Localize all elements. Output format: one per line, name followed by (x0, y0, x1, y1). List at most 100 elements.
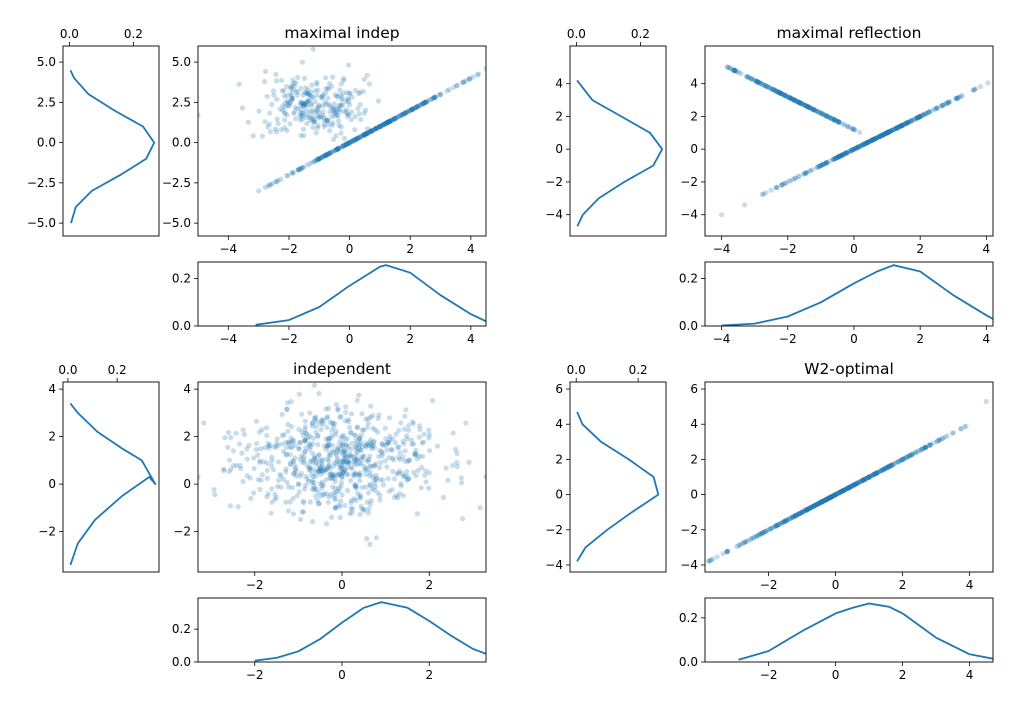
scatter-point (338, 92, 344, 98)
scatter-point (364, 536, 370, 542)
scatter-point (288, 439, 294, 445)
scatter-point (790, 96, 796, 102)
scatter-point (315, 156, 321, 162)
scatter-point (327, 452, 333, 458)
scatter-point (813, 108, 819, 114)
scatter-point (364, 130, 370, 136)
scatter-point (298, 516, 304, 523)
scatter-point (844, 486, 850, 492)
scatter-point (309, 471, 315, 478)
scatter-point (352, 483, 358, 489)
scatter-point (827, 494, 833, 501)
scatter-point (962, 424, 968, 430)
scatter-point (331, 490, 337, 496)
scatter-point (365, 416, 371, 422)
scatter-point (896, 124, 902, 130)
scatter-point (787, 95, 793, 101)
scatter-point (926, 109, 932, 115)
scatter-point (341, 143, 347, 149)
scatter-point (333, 505, 339, 511)
scatter-point (887, 128, 893, 134)
scatter-point (766, 84, 772, 91)
scatter-point (352, 461, 358, 467)
scatter-point (336, 145, 342, 151)
scatter-point (815, 164, 821, 170)
scatter-point (872, 136, 878, 142)
scatter-point (356, 436, 362, 442)
scatter-point (307, 458, 313, 464)
scatter-point (850, 147, 856, 153)
scatter-point (364, 130, 370, 137)
scatter-point (309, 450, 315, 456)
scatter-point (896, 124, 902, 130)
scatter-point (824, 113, 830, 119)
scatter-point (807, 505, 814, 511)
scatter-point (295, 167, 301, 173)
scatter-point (338, 472, 344, 478)
scatter-point (839, 152, 845, 158)
scatter-point (341, 469, 347, 475)
scatter-point (809, 106, 815, 112)
scatter-point (323, 446, 329, 452)
scatter-point (316, 501, 322, 507)
scatter-point (373, 535, 380, 541)
scatter-point (751, 534, 757, 541)
scatter-point (914, 115, 920, 121)
scatter-point (914, 115, 920, 121)
scatter-point (349, 466, 355, 472)
scatter-point (847, 484, 853, 490)
scatter-point (293, 89, 299, 95)
scatter-point (796, 511, 802, 517)
scatter-point (251, 490, 257, 496)
scatter-point (832, 117, 838, 123)
scatter-point (831, 492, 837, 499)
scatter-point (927, 442, 933, 448)
scatter-point (405, 459, 411, 465)
scatter-point (871, 471, 877, 477)
scatter-point (272, 126, 278, 132)
scatter-point (367, 541, 373, 548)
y-marginal-density: 0.0 0.2−5.0−2.50.02.55.0 (27, 27, 160, 237)
scatter-point (923, 444, 929, 450)
scatter-point (451, 84, 457, 90)
scatter-point (884, 465, 890, 471)
scatter-point (250, 133, 256, 139)
scatter-point (352, 87, 358, 93)
scatter-point (823, 160, 829, 166)
scatter-point (894, 125, 901, 131)
scatter-point (316, 156, 322, 162)
scatter-point (885, 129, 891, 135)
scatter-point (357, 134, 363, 140)
scatter-point (357, 492, 363, 498)
scatter-point (848, 484, 854, 490)
scatter-point (306, 92, 312, 98)
scatter-point (273, 178, 279, 185)
scatter-point (212, 492, 218, 498)
scatter-point (311, 483, 317, 489)
scatter-point (399, 112, 405, 118)
scatter-point (738, 541, 744, 548)
scatter-point (796, 99, 802, 105)
scatter-point (391, 494, 398, 501)
scatter-point (331, 495, 337, 501)
scatter-point (819, 111, 825, 117)
scatter-point (882, 466, 888, 472)
scatter-point (361, 507, 367, 514)
scatter-point (304, 121, 310, 127)
scatter-point (325, 414, 331, 420)
scatter-point (355, 490, 361, 496)
scatter-point (257, 459, 263, 465)
scatter-point (985, 80, 991, 86)
scatter-point (754, 533, 760, 539)
scatter-point (841, 487, 848, 493)
scatter-point (329, 122, 335, 128)
scatter-point (313, 469, 319, 475)
scatter-point (832, 155, 838, 161)
scatter-point (774, 522, 780, 528)
scatter-point (860, 477, 866, 483)
x-marginal-xtick-label: 0 (850, 332, 858, 346)
scatter-point (939, 436, 945, 442)
scatter-point (303, 107, 309, 114)
